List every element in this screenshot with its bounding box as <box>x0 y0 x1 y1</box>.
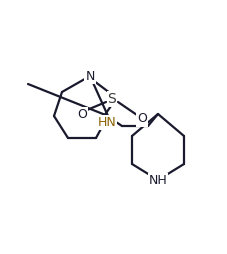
Text: O: O <box>77 107 87 120</box>
Text: N: N <box>85 70 95 83</box>
Text: O: O <box>137 113 147 125</box>
Text: HN: HN <box>98 116 116 129</box>
Text: S: S <box>108 92 116 106</box>
Text: NH: NH <box>149 173 167 186</box>
